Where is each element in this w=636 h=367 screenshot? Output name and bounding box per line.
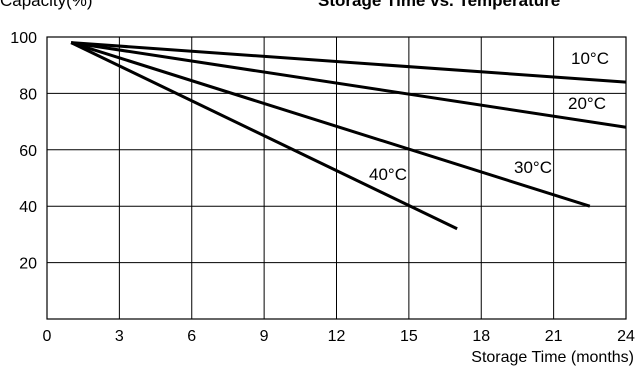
x-tick-labels: 0 3 6 9 12 15 18 21 24 — [43, 328, 635, 345]
x-tick-label: 6 — [187, 328, 196, 345]
series-labels: 10°C 20°C 30°C 40°C — [369, 49, 609, 184]
plot-frame — [46, 36, 627, 320]
series-label-40c: 40°C — [369, 165, 407, 184]
series-line-40c — [70, 41, 458, 231]
series-label-10c: 10°C — [571, 49, 609, 68]
series-line-20c — [70, 41, 627, 129]
series-line-30c — [70, 41, 591, 208]
x-tick-label: 3 — [115, 328, 124, 345]
y-tick-label: 20 — [19, 256, 37, 273]
series-line-10c — [71, 41, 627, 84]
x-tick-label: 0 — [43, 328, 52, 345]
y-tick-label: 80 — [19, 86, 37, 103]
x-tick-label: 9 — [260, 328, 269, 345]
x-tick-label: 21 — [545, 328, 563, 345]
x-tick-label: 24 — [617, 328, 635, 345]
y-tick-labels: 20 40 60 80 100 — [10, 30, 37, 273]
y-tick-label: 60 — [19, 143, 37, 160]
series-label-20c: 20°C — [568, 94, 606, 113]
plot-border — [46, 36, 627, 320]
chart-title: Storage Time vs. Temperature — [318, 0, 561, 10]
y-tick-label: 40 — [19, 199, 37, 216]
grid — [47, 37, 626, 319]
y-axis-title: Capacity(%) — [0, 0, 93, 10]
series-lines — [70, 41, 627, 231]
x-axis-title: Storage Time (months) — [471, 349, 634, 366]
x-tick-label: 15 — [400, 328, 418, 345]
y-tick-label: 100 — [10, 30, 37, 47]
x-tick-label: 12 — [328, 328, 346, 345]
x-tick-label: 18 — [472, 328, 490, 345]
series-label-30c: 30°C — [514, 158, 552, 177]
